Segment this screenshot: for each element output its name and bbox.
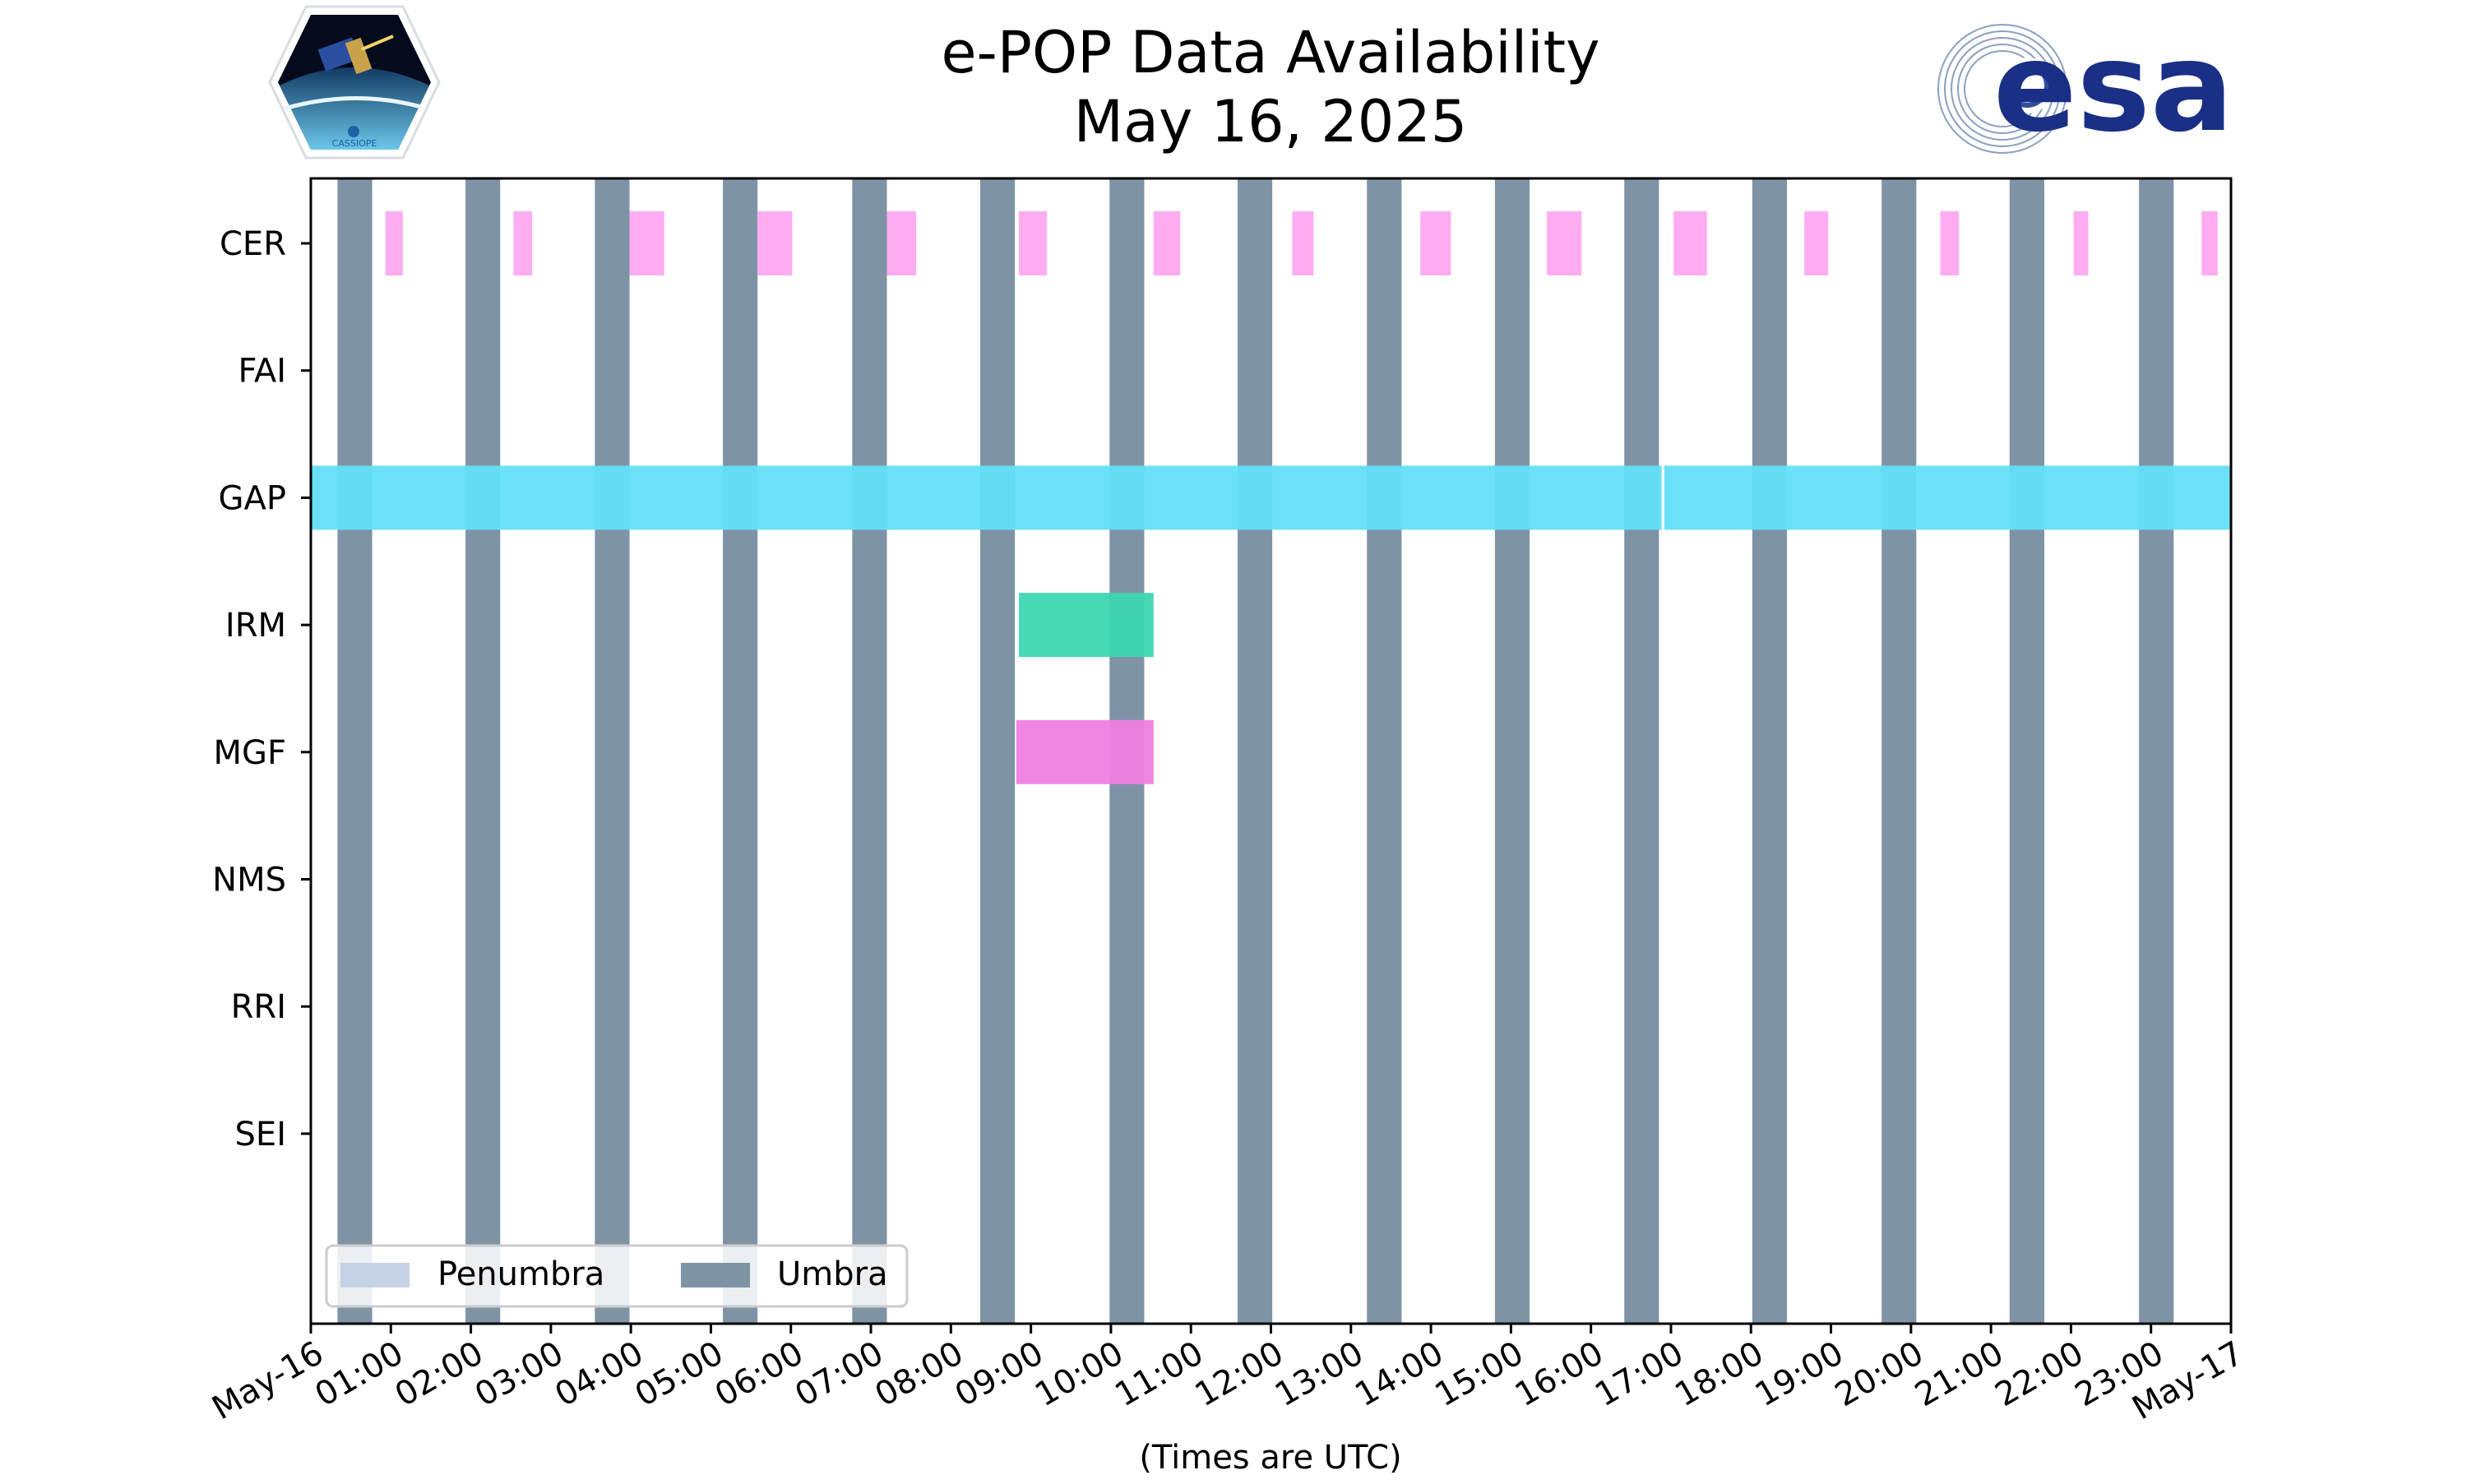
umbra-band-3 bbox=[595, 178, 630, 1324]
interval-cer-5 bbox=[886, 211, 917, 275]
x-tick-label-20-00: 20:00 bbox=[1829, 1334, 1930, 1414]
x-tick-label-06-00: 06:00 bbox=[709, 1334, 810, 1414]
legend-label-penumbra: Penumbra bbox=[437, 1255, 604, 1293]
umbra-band-11 bbox=[1624, 178, 1659, 1324]
x-tick-label-04-00: 04:00 bbox=[548, 1334, 650, 1414]
interval-cer-3 bbox=[629, 211, 664, 275]
y-tick-label-sei: SEI bbox=[235, 1116, 286, 1153]
x-tick-label-18-00: 18:00 bbox=[1669, 1334, 1770, 1414]
esa-logo: esa bbox=[1937, 16, 2233, 159]
interval-cer-12 bbox=[1804, 211, 1829, 275]
x-tick-label-07-00: 07:00 bbox=[789, 1334, 890, 1414]
interval-cer-11 bbox=[1673, 211, 1707, 275]
interval-cer-6 bbox=[1019, 211, 1048, 275]
x-tick-label-13-00: 13:00 bbox=[1269, 1334, 1370, 1414]
x-axis: May-1601:0002:0003:0004:0005:0006:0007:0… bbox=[206, 1324, 2250, 1427]
y-tick-label-rri: RRI bbox=[231, 988, 286, 1026]
x-tick-label-22-00: 22:00 bbox=[1989, 1334, 2090, 1414]
esa-logo-text: esa bbox=[1993, 16, 2233, 159]
legend-swatch-penumbra bbox=[340, 1263, 410, 1288]
cassiope-logo: CASSIOPE bbox=[268, 5, 441, 159]
interval-mgf-1 bbox=[1016, 719, 1154, 784]
umbra-band-9 bbox=[1367, 178, 1402, 1324]
x-tick-label-05-00: 05:00 bbox=[629, 1334, 730, 1414]
interval-cer-8 bbox=[1292, 211, 1314, 275]
interval-cer-4 bbox=[757, 211, 793, 275]
y-tick-label-gap: GAP bbox=[219, 479, 286, 517]
y-tick-label-cer: CER bbox=[220, 225, 286, 263]
x-tick-label-21-00: 21:00 bbox=[1909, 1334, 2010, 1414]
x-tick-label-09-00: 09:00 bbox=[949, 1334, 1050, 1414]
umbra-band-4 bbox=[723, 178, 758, 1324]
umbra-band-6 bbox=[980, 178, 1016, 1324]
interval-cer-14 bbox=[2073, 211, 2089, 275]
y-tick-label-irm: IRM bbox=[225, 607, 286, 645]
x-tick-label-19-00: 19:00 bbox=[1749, 1334, 1850, 1414]
umbra-band-2 bbox=[465, 178, 501, 1324]
x-tick-label-10-00: 10:00 bbox=[1029, 1334, 1130, 1414]
legend-label-umbra: Umbra bbox=[777, 1255, 888, 1293]
interval-cer-2 bbox=[513, 211, 533, 275]
x-tick-label-17-00: 17:00 bbox=[1589, 1334, 1690, 1414]
y-tick-label-fai: FAI bbox=[238, 353, 287, 391]
x-tick-label-12-00: 12:00 bbox=[1189, 1334, 1290, 1414]
umbra-band-15 bbox=[2139, 178, 2174, 1324]
x-axis-label: (Times are UTC) bbox=[1139, 1439, 1401, 1477]
cassiope-logo-text: CASSIOPE bbox=[332, 138, 377, 149]
interval-cer-13 bbox=[1940, 211, 1960, 275]
umbra-band-12 bbox=[1752, 178, 1788, 1324]
x-tick-label-08-00: 08:00 bbox=[868, 1334, 970, 1414]
y-tick-label-nms: NMS bbox=[212, 862, 286, 899]
x-tick-label-03-00: 03:00 bbox=[469, 1334, 570, 1414]
chart-title: e-POP Data Availability bbox=[941, 19, 1599, 86]
legend-box bbox=[325, 1244, 909, 1308]
umbra-band-5 bbox=[852, 178, 887, 1324]
data-intervals bbox=[311, 211, 2231, 784]
x-tick-label-11-00: 11:00 bbox=[1109, 1334, 1210, 1414]
interval-cer-7 bbox=[1153, 211, 1181, 275]
interval-cer-1 bbox=[385, 211, 403, 275]
interval-gap-1 bbox=[311, 465, 1662, 530]
plot-frame bbox=[309, 177, 2233, 1325]
y-axis: CER FAI GAP IRM MGF NMS RRI SEI bbox=[212, 225, 311, 1153]
x-tick-label-14-00: 14:00 bbox=[1349, 1334, 1450, 1414]
y-tick-label-mgf: MGF bbox=[213, 734, 286, 772]
x-tick-label-15-00: 15:00 bbox=[1429, 1334, 1530, 1414]
umbra-band-10 bbox=[1494, 178, 1530, 1324]
legend-swatch-umbra bbox=[681, 1263, 750, 1288]
umbra-band-14 bbox=[2009, 178, 2044, 1324]
interval-cer-15 bbox=[2201, 211, 2218, 275]
umbra-band-8 bbox=[1237, 178, 1273, 1324]
legend: Penumbra Umbra bbox=[325, 1244, 909, 1308]
chart-subtitle: May 16, 2025 bbox=[1074, 88, 1468, 155]
umbra-band-1 bbox=[337, 178, 373, 1324]
x-tick-label-16-00: 16:00 bbox=[1509, 1334, 1610, 1414]
interval-cer-10 bbox=[1547, 211, 1582, 275]
interval-irm-1 bbox=[1019, 593, 1154, 658]
umbra-bands bbox=[337, 178, 2174, 1324]
interval-cer-9 bbox=[1420, 211, 1451, 275]
x-tick-label-01-00: 01:00 bbox=[308, 1334, 410, 1414]
interval-gap-2 bbox=[1664, 465, 2231, 530]
x-tick-label-02-00: 02:00 bbox=[389, 1334, 490, 1414]
umbra-band-13 bbox=[1881, 178, 1917, 1324]
